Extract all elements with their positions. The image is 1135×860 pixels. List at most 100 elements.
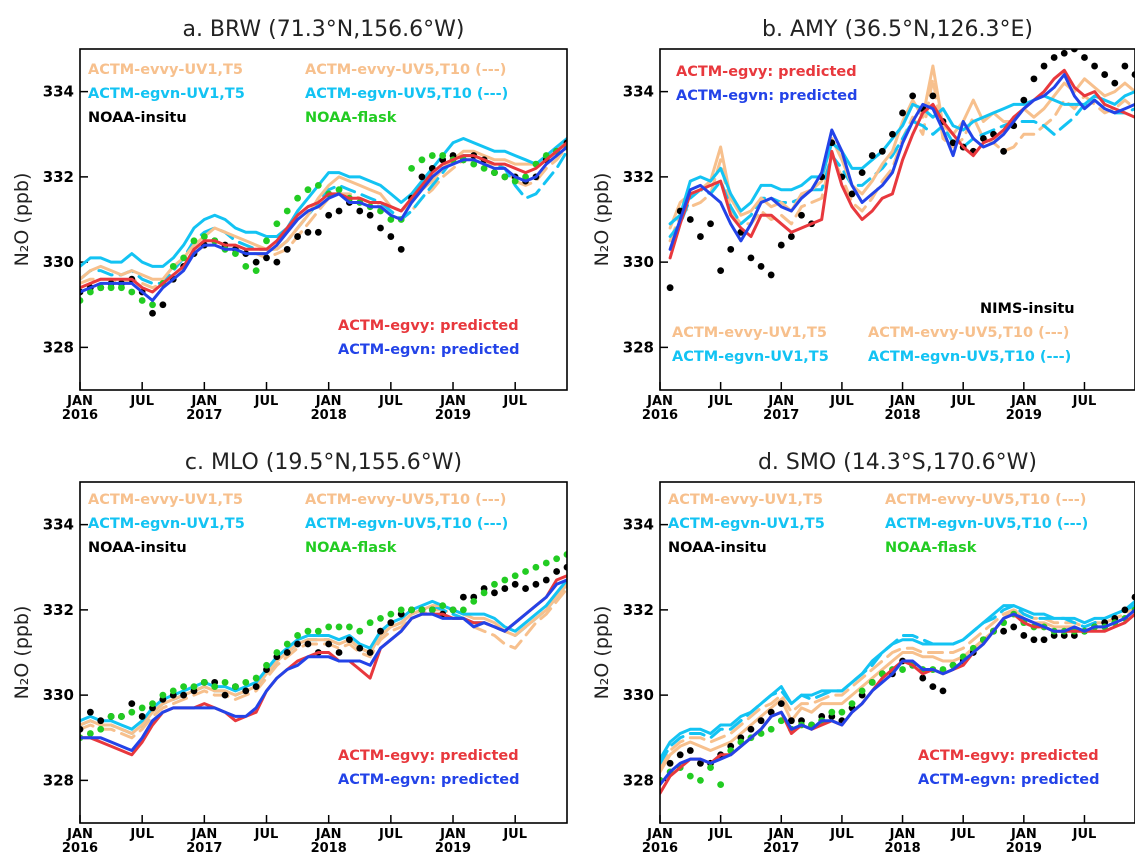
- data-point: [1121, 606, 1129, 614]
- panel-title: a. BRW (71.3°N,156.6°W): [182, 17, 464, 42]
- legend-entry: ACTM-egvn-UV1,T5: [668, 516, 825, 532]
- data-point: [686, 772, 694, 780]
- x-tick-year-label: 2016: [62, 408, 98, 423]
- data-point: [221, 678, 229, 686]
- data-point: [511, 177, 519, 185]
- data-point: [868, 678, 876, 686]
- data-point: [397, 245, 405, 253]
- data-point: [232, 683, 239, 690]
- legend-entry: ACTM-egvn: predicted: [338, 342, 520, 358]
- data-point: [717, 267, 725, 275]
- data-point: [366, 649, 374, 656]
- x-tick-year-label: 2017: [763, 841, 799, 856]
- data-point: [899, 666, 906, 673]
- data-point: [273, 649, 281, 656]
- series-line-actm-evvy-uv1-t5: [668, 64, 1135, 230]
- data-point: [252, 258, 260, 266]
- series-line-actm-egvn-uv5-t10-dashed: [668, 98, 1135, 238]
- data-point: [180, 254, 188, 262]
- data-point: [889, 130, 896, 138]
- legend-entry: NOAA-insitu: [88, 110, 187, 126]
- data-point: [138, 297, 146, 304]
- data-point: [686, 747, 694, 754]
- data-point: [522, 585, 529, 592]
- y-tick-label: 334: [623, 83, 654, 101]
- data-point: [532, 580, 540, 588]
- legend-entry: ACTM-egvn-UV1,T5: [88, 86, 245, 102]
- x-tick-label: JUL: [1072, 827, 1097, 842]
- panel-brw: a. BRW (71.3°N,156.6°W) N₂O (ppb) 328 330 33…: [11, 17, 568, 423]
- x-tick-year-label: 2019: [1006, 841, 1042, 856]
- data-point: [767, 708, 775, 716]
- y-axis-label: N₂O (ppb): [11, 606, 33, 700]
- data-point: [263, 237, 270, 245]
- axes-frame: [79, 48, 568, 391]
- legend-entry: ACTM-evvy-UV5,T10 (---): [305, 492, 506, 508]
- legend-entry: ACTM-evvy-UV5,T10 (---): [305, 62, 506, 78]
- x-tick-label: JUL: [378, 394, 403, 409]
- panel-smo: d. SMO (14.3°S,170.6°W) N₂O (ppb) 328 330 33…: [591, 450, 1135, 856]
- data-point: [666, 759, 674, 767]
- data-point: [149, 309, 156, 317]
- data-point: [314, 627, 322, 635]
- data-point: [929, 683, 937, 690]
- data-point: [128, 708, 136, 716]
- legend-entry: ACTM-egvn-UV5,T10 (---): [305, 516, 508, 532]
- data-point: [221, 691, 229, 699]
- data-point: [542, 576, 550, 584]
- legend-entry: ACTM-egvn-UV5,T10 (---): [305, 86, 508, 102]
- data-point: [1060, 49, 1068, 57]
- data-point: [169, 262, 177, 270]
- data-point: [532, 563, 540, 571]
- data-point: [242, 678, 250, 686]
- y-tick-label: 332: [623, 601, 654, 619]
- data-point: [169, 687, 177, 695]
- panel-mlo: c. MLO (19.5°N,155.6°W) N₂O (ppb) 328 330 33…: [11, 450, 568, 856]
- y-tick-label: 332: [43, 168, 74, 186]
- x-tick-label: JUL: [950, 394, 975, 409]
- plot-area: [660, 593, 1135, 795]
- x-tick-year-label: 2019: [435, 408, 471, 423]
- data-point: [80, 725, 84, 733]
- series-line-actm-evvy-uv5-t10-dashed: [660, 604, 1135, 770]
- data-point: [909, 92, 917, 100]
- data-point: [356, 627, 364, 635]
- legend-entry: ACTM-evvy-UV1,T5: [88, 492, 243, 508]
- y-tick-label: 330: [43, 253, 74, 271]
- data-point: [294, 194, 301, 202]
- data-point: [314, 182, 322, 189]
- data-point: [1131, 71, 1135, 78]
- y-tick-label: 334: [623, 516, 654, 534]
- data-point: [717, 781, 725, 789]
- legend-entry: ACTM-egvn-UV5,T10 (---): [885, 516, 1088, 532]
- series-line-actm-egvy-predicted: [80, 574, 567, 757]
- x-tick-label: JAN: [439, 827, 466, 842]
- x-tick-label: JAN: [439, 394, 466, 409]
- data-point: [501, 173, 509, 181]
- x-tick-year-label: 2018: [311, 841, 347, 856]
- series-line-actm-evvy-uv1-t5: [80, 582, 567, 735]
- series-line-actm-egvn-uv5-t10-dashed: [660, 604, 1135, 765]
- data-point: [294, 640, 301, 648]
- y-axis-label: N₂O (ppb): [591, 173, 613, 267]
- data-point: [252, 674, 260, 682]
- data-point: [858, 169, 866, 177]
- data-point: [335, 649, 343, 656]
- plot-area: [80, 551, 567, 757]
- legend-entry: ACTM-egvy: predicted: [676, 64, 857, 80]
- data-point: [377, 615, 384, 622]
- legend-entry: NIMS-insitu: [980, 301, 1075, 317]
- data-point: [858, 687, 866, 695]
- data-point: [418, 173, 426, 181]
- series-line-actm-egvy-predicted: [668, 68, 1135, 260]
- data-point: [727, 245, 735, 253]
- x-tick-label: JUL: [254, 394, 279, 409]
- data-point: [335, 186, 343, 194]
- x-tick-label: JAN: [1010, 827, 1037, 842]
- series-line-actm-egvn-uv1-t5: [80, 137, 567, 268]
- data-point: [408, 164, 415, 172]
- data-point: [980, 135, 987, 142]
- data-point: [501, 585, 509, 592]
- legend-entry: ACTM-egvn-UV1,T5: [672, 349, 829, 365]
- x-tick-label: JAN: [889, 827, 916, 842]
